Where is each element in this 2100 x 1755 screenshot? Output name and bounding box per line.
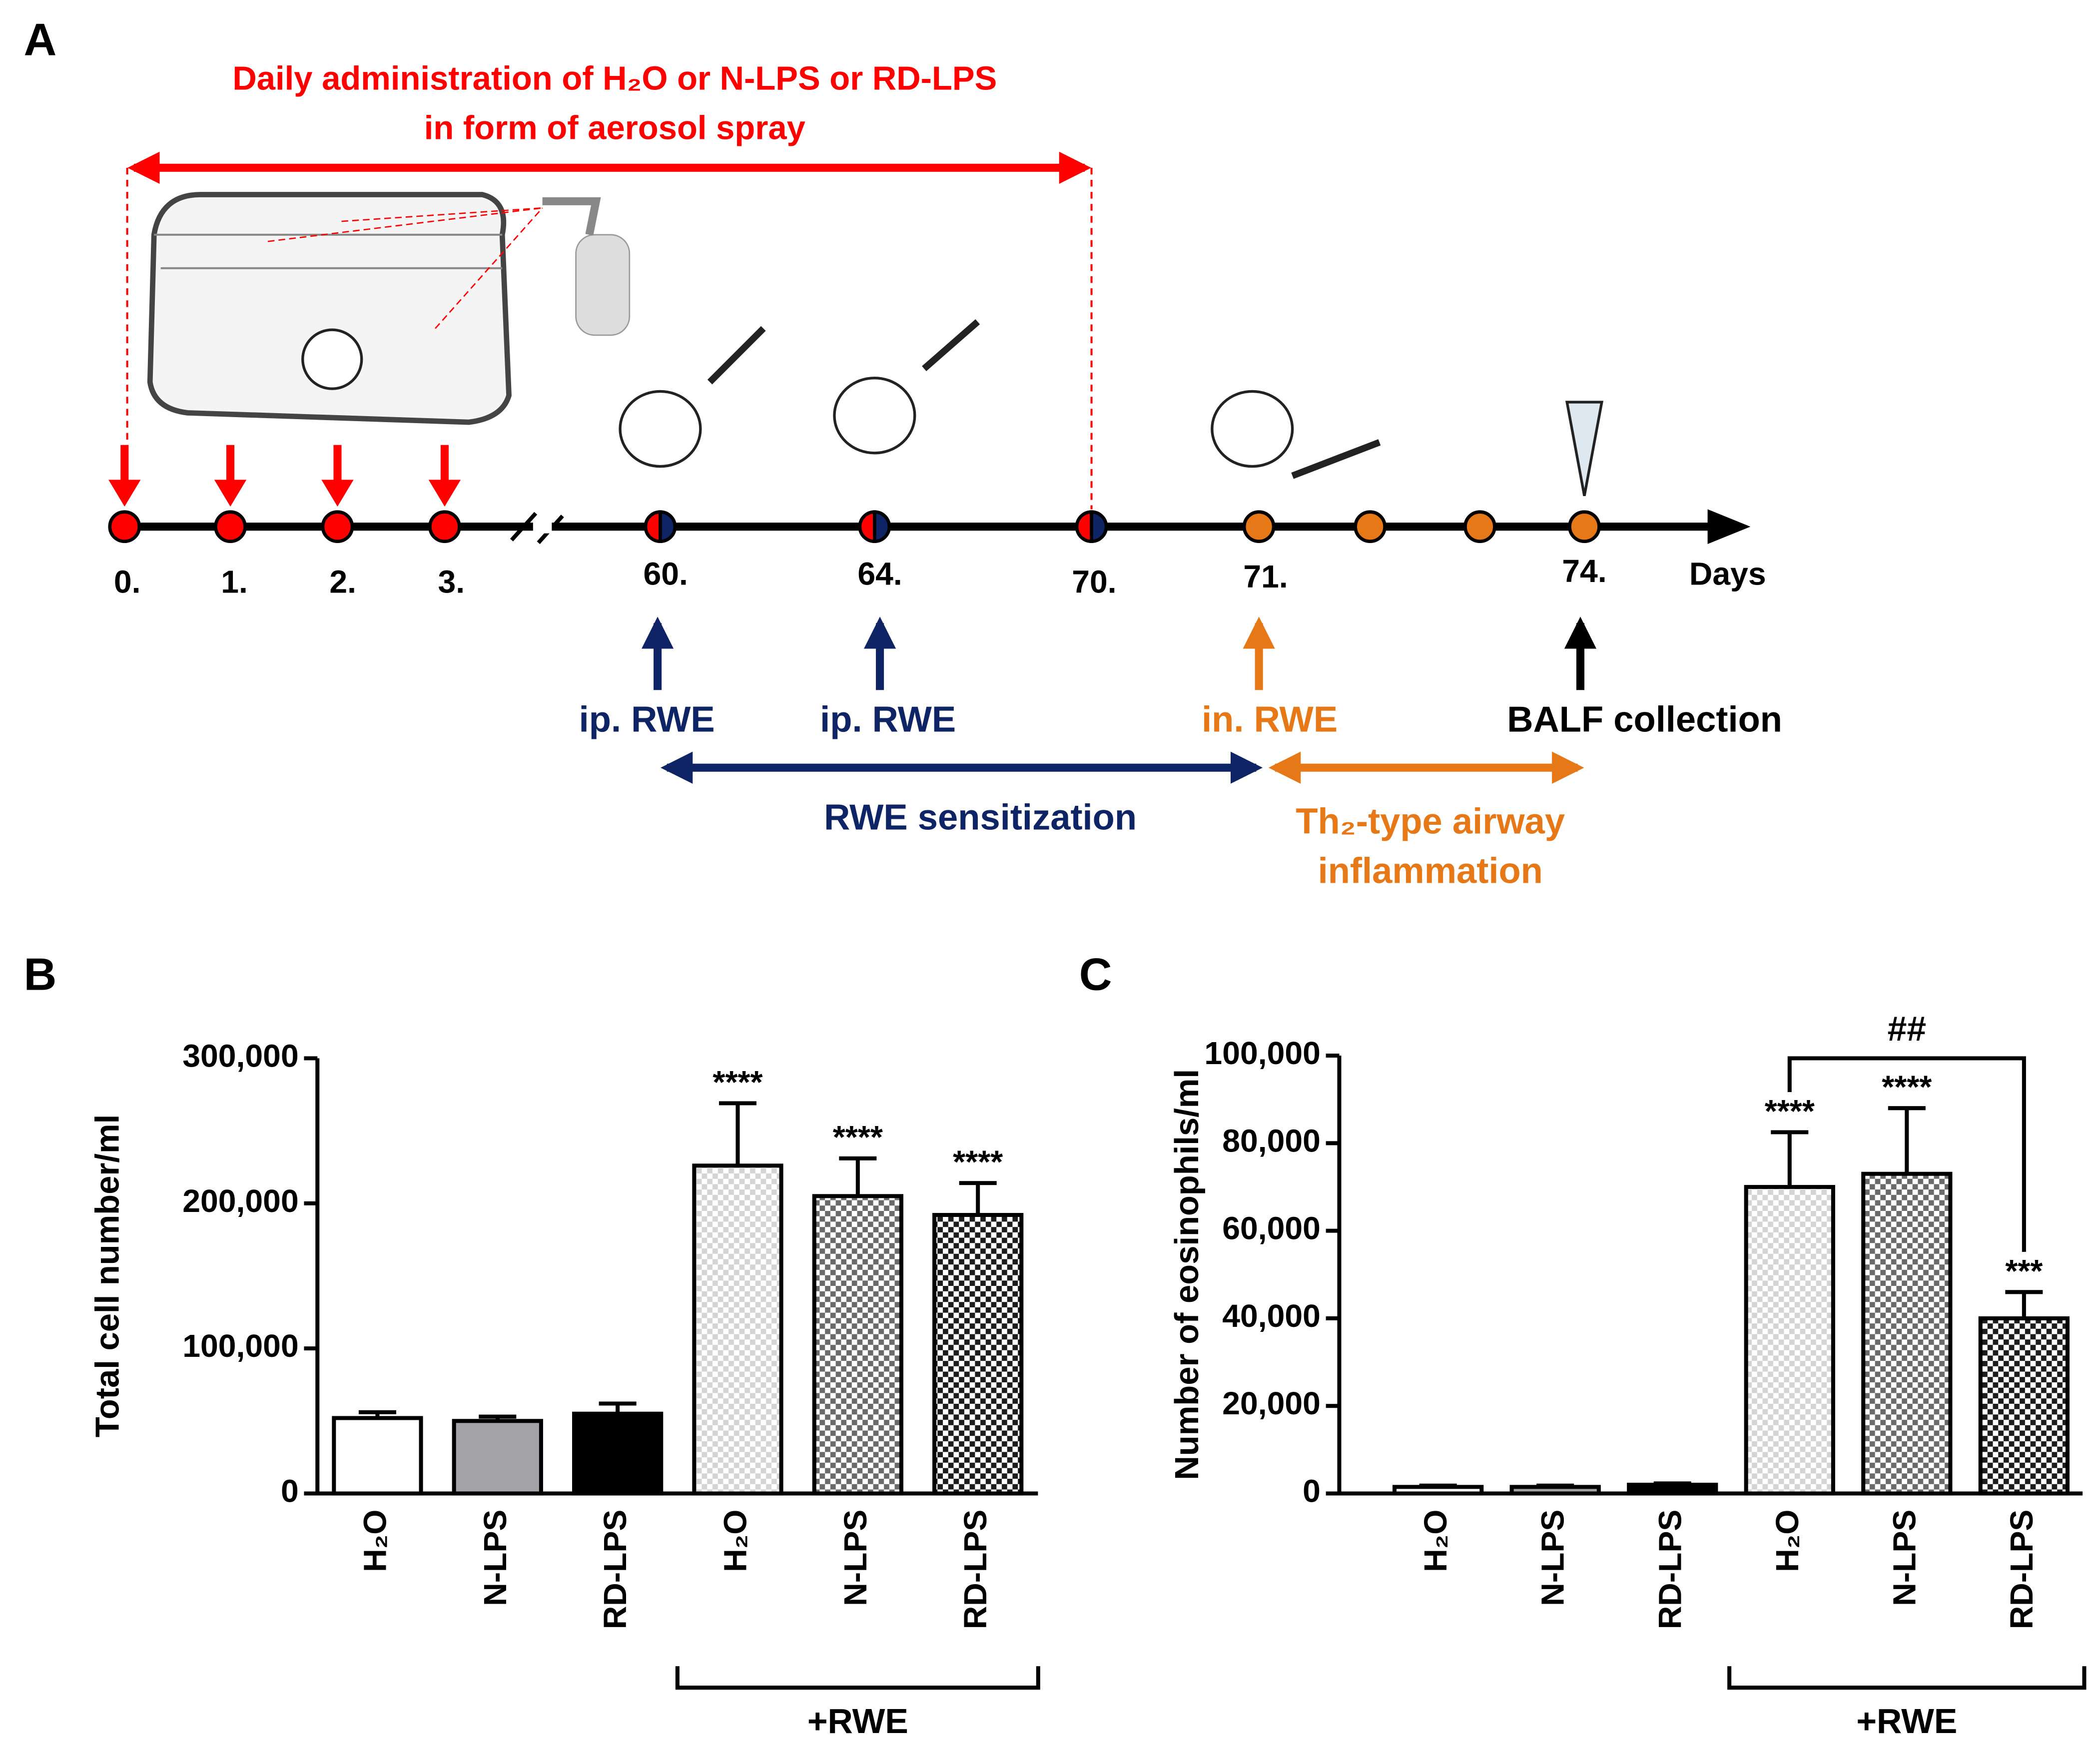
x-tick-label: H₂O bbox=[1417, 1510, 1453, 1572]
cage-icon bbox=[147, 192, 631, 425]
y-tick-label: 0 bbox=[281, 1473, 299, 1509]
y-tick-label: 100,000 bbox=[182, 1328, 299, 1364]
mouse-icons bbox=[619, 319, 1604, 497]
significance-label: **** bbox=[953, 1144, 1003, 1180]
axis-label: Days bbox=[1689, 556, 1766, 591]
red-arrowheads bbox=[108, 480, 461, 507]
y-axis-label: Total cell number/ml bbox=[89, 1115, 126, 1438]
x-tick-label: RD-LPS bbox=[1652, 1510, 1688, 1629]
panel-label: A bbox=[24, 15, 57, 65]
red-arrows bbox=[120, 445, 449, 486]
panel-label: C bbox=[1079, 950, 1112, 1000]
day-label: 64. bbox=[857, 556, 902, 591]
day-label: 1. bbox=[221, 564, 248, 599]
bar bbox=[1509, 1485, 1601, 1496]
day-label: 70. bbox=[1072, 564, 1116, 599]
x-tick-label: RD-LPS bbox=[2004, 1510, 2040, 1629]
bar bbox=[1978, 1316, 2070, 1496]
x-tick-label: H₂O bbox=[717, 1510, 753, 1572]
x-tick-label: N-LPS bbox=[837, 1510, 873, 1606]
significance-label: *** bbox=[2005, 1253, 2043, 1289]
panel-a: A Daily administration of H₂O or N-LPS o… bbox=[24, 15, 1783, 891]
axis-break-gap bbox=[533, 520, 552, 534]
bar-chart: B Total cell number/ml 0 100,000 200,000 300,… bbox=[24, 950, 1040, 1741]
x-tick-label: H₂O bbox=[1769, 1510, 1805, 1572]
y-tick-label: 80,000 bbox=[1222, 1123, 1321, 1159]
y-tick-label: 20,000 bbox=[1222, 1385, 1321, 1421]
day-label: 0. bbox=[114, 564, 141, 599]
day-labels: 0. 1. 2. 3. 60. 64. 70. 71. 74. Days bbox=[114, 553, 1766, 599]
title-line: Daily administration of H₂O or N-LPS or … bbox=[232, 59, 997, 97]
group-bracket bbox=[1727, 1666, 2087, 1690]
x-tick-label: N-LPS bbox=[1535, 1510, 1571, 1606]
bar bbox=[812, 1194, 903, 1496]
event-labels: ip. RWE ip. RWE in. RWE BALF collection … bbox=[579, 699, 1782, 891]
day-label: 74. bbox=[1562, 553, 1606, 589]
panel-label: B bbox=[24, 950, 57, 1000]
bar-chart: C Number of eosinophils/ml 0 20,000 40,000 60… bbox=[1079, 950, 2087, 1741]
day-label: 2. bbox=[329, 564, 356, 599]
group-label: +RWE bbox=[1856, 1702, 1957, 1741]
event-label: ip. RWE bbox=[579, 699, 715, 740]
x-tick-label: H₂O bbox=[357, 1510, 393, 1572]
day-label: 60. bbox=[643, 556, 688, 591]
event-arrows bbox=[641, 616, 1597, 784]
phase-label: RWE sensitization bbox=[824, 797, 1137, 837]
bar bbox=[1627, 1482, 1718, 1496]
bar bbox=[572, 1411, 664, 1496]
day-label: 3. bbox=[438, 564, 465, 599]
group-bracket bbox=[675, 1666, 1040, 1690]
phase-label: Th₂-type airway bbox=[1296, 801, 1565, 841]
y-tick-label: 60,000 bbox=[1222, 1210, 1321, 1246]
significance-label: **** bbox=[712, 1064, 762, 1100]
y-tick-label: 300,000 bbox=[182, 1038, 299, 1074]
y-tick-label: 40,000 bbox=[1222, 1298, 1321, 1334]
x-tick-label: RD-LPS bbox=[597, 1510, 633, 1629]
significance-label: **** bbox=[1882, 1069, 1932, 1105]
comparison-bracket bbox=[1787, 1056, 2026, 1252]
y-tick-label: 200,000 bbox=[182, 1183, 299, 1219]
event-label: ip. RWE bbox=[820, 699, 956, 740]
y-tick-label: 0 bbox=[1303, 1473, 1321, 1509]
event-label: in. RWE bbox=[1202, 699, 1338, 740]
x-tick-label: N-LPS bbox=[1886, 1510, 1922, 1606]
day-label: 71. bbox=[1243, 559, 1288, 594]
bar bbox=[452, 1419, 543, 1496]
x-tick-label: N-LPS bbox=[477, 1510, 513, 1606]
group-label: +RWE bbox=[807, 1702, 908, 1741]
significance-label: **** bbox=[833, 1119, 883, 1155]
bar bbox=[332, 1416, 423, 1496]
bar bbox=[1744, 1184, 1835, 1496]
phase-label: inflammation bbox=[1318, 851, 1543, 891]
bar bbox=[1861, 1171, 1953, 1496]
event-label: BALF collection bbox=[1507, 699, 1782, 740]
significance-label: **** bbox=[1765, 1093, 1815, 1129]
bar bbox=[1393, 1485, 1484, 1496]
x-tick-label: RD-LPS bbox=[957, 1510, 993, 1629]
bar bbox=[692, 1164, 783, 1496]
timepoints bbox=[108, 510, 1601, 544]
bar bbox=[932, 1212, 1024, 1496]
y-axis-label: Number of eosinophils/ml bbox=[1168, 1069, 1206, 1480]
y-tick-label: 100,000 bbox=[1204, 1035, 1321, 1071]
title-line: in form of aerosol spray bbox=[424, 109, 805, 146]
comparison-label: ## bbox=[1888, 1009, 1927, 1048]
timeline-arrowhead bbox=[1707, 509, 1751, 545]
